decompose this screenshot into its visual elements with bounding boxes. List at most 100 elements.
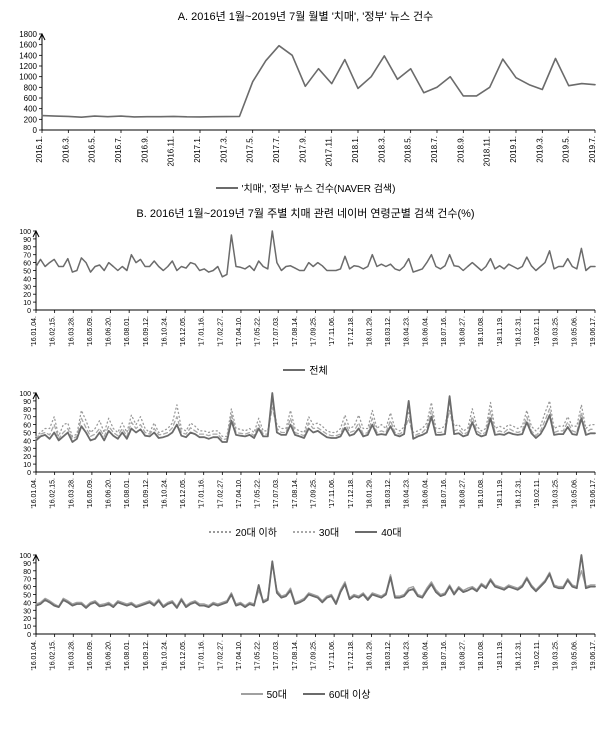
svg-text:60: 60 [23,423,31,430]
svg-text:'16.05.09.: '16.05.09. [87,316,94,347]
svg-text:'19.02.11.: '19.02.11. [534,640,541,670]
svg-text:30: 30 [23,284,31,291]
legend-label: 50대 [267,686,287,701]
svg-text:70: 70 [23,577,31,584]
svg-text:'17.11.06.: '17.11.06. [329,316,336,346]
svg-text:100: 100 [19,391,31,398]
panel-b3: 0102030405060708090100'16.01.04.'16.02.1… [8,549,603,701]
svg-text:'18.03.12.: '18.03.12. [385,640,392,671]
panel-a-legend: '치매', '정부' 뉴스 건수(NAVER 검색) [8,180,603,195]
svg-text:'16.10.24.: '16.10.24. [161,478,168,509]
svg-text:1200: 1200 [19,62,37,71]
svg-text:'17.12.18.: '17.12.18. [348,640,355,671]
svg-text:'18.10.08.: '18.10.08. [478,640,485,671]
svg-text:'17.09.25.: '17.09.25. [311,478,318,509]
legend-swatch [216,187,238,189]
svg-text:'17.02.27.: '17.02.27. [217,316,224,347]
svg-text:'16.12.05.: '16.12.05. [180,640,187,671]
svg-text:'16.03.28.: '16.03.28. [68,316,75,347]
svg-text:'17.04.10.: '17.04.10. [236,316,243,347]
svg-text:'19.02.11.: '19.02.11. [534,316,541,346]
svg-text:400: 400 [24,105,38,114]
svg-text:'19.05.06.: '19.05.06. [571,640,578,671]
svg-text:'18.12.31.: '18.12.31. [515,478,522,509]
svg-text:30: 30 [23,446,31,453]
svg-text:0: 0 [33,126,38,135]
svg-text:90: 90 [23,399,31,406]
svg-text:2019.7.: 2019.7. [588,136,597,163]
svg-text:'17.12.18.: '17.12.18. [348,316,355,347]
svg-text:'18.06.04.: '18.06.04. [422,640,429,671]
svg-text:'17.01.16.: '17.01.16. [199,478,206,509]
svg-text:'18.06.04.: '18.06.04. [422,478,429,509]
svg-text:'18.10.08.: '18.10.08. [478,478,485,509]
legend-item: 60대 이상 [303,686,371,701]
svg-text:2017.11.: 2017.11. [325,136,334,167]
svg-text:10: 10 [23,624,31,631]
svg-text:60: 60 [23,261,31,268]
svg-text:'17.09.25.: '17.09.25. [311,316,318,347]
svg-text:60: 60 [23,585,31,592]
svg-text:'16.05.09.: '16.05.09. [87,478,94,509]
svg-text:2019.5.: 2019.5. [562,136,571,163]
svg-text:'18.07.16.: '18.07.16. [441,478,448,509]
svg-text:0: 0 [27,308,31,315]
svg-text:2018.9.: 2018.9. [456,136,465,163]
svg-text:200: 200 [24,115,38,124]
svg-text:'16.09.12.: '16.09.12. [143,478,150,509]
svg-text:2017.7.: 2017.7. [272,136,281,163]
svg-text:'17.07.03.: '17.07.03. [273,478,280,509]
svg-text:20: 20 [23,616,31,623]
svg-text:0: 0 [27,470,31,477]
legend-label: 20대 이하 [235,524,277,539]
svg-text:'17.02.27.: '17.02.27. [217,478,224,509]
svg-text:'16.02.15.: '16.02.15. [50,316,57,347]
svg-text:'19.06.17.: '19.06.17. [590,640,597,671]
svg-text:80: 80 [23,569,31,576]
svg-text:2016.3.: 2016.3. [61,136,70,163]
svg-text:20: 20 [23,292,31,299]
svg-text:'18.07.16.: '18.07.16. [441,640,448,671]
svg-text:'18.08.27.: '18.08.27. [460,478,467,509]
svg-text:'18.10.08.: '18.10.08. [478,316,485,347]
svg-text:'18.04.23.: '18.04.23. [404,478,411,509]
svg-text:'18.03.12.: '18.03.12. [385,316,392,347]
svg-text:2016.7.: 2016.7. [114,136,123,163]
svg-text:'18.08.27.: '18.08.27. [460,316,467,347]
legend-label: 40대 [381,524,401,539]
svg-text:'19.06.17.: '19.06.17. [590,478,597,509]
svg-text:40: 40 [23,438,31,445]
svg-text:'17.08.14.: '17.08.14. [292,640,299,671]
svg-text:'16.03.28.: '16.03.28. [68,478,75,509]
svg-text:1000: 1000 [19,73,37,82]
svg-text:2016.1.: 2016.1. [35,136,44,163]
svg-text:'16.06.20.: '16.06.20. [106,316,113,347]
svg-text:'18.08.27.: '18.08.27. [460,640,467,671]
svg-text:'18.07.16.: '18.07.16. [441,316,448,347]
svg-text:70: 70 [23,253,31,260]
legend-item: 30대 [293,524,339,539]
svg-text:'16.09.12.: '16.09.12. [143,640,150,671]
svg-text:'17.07.03.: '17.07.03. [273,316,280,347]
legend-label: 전체 [309,362,327,377]
legend-swatch [355,531,377,533]
svg-text:'18.06.04.: '18.06.04. [422,316,429,347]
svg-text:90: 90 [23,237,31,244]
svg-text:'16.09.12.: '16.09.12. [143,316,150,347]
panel-b1-legend: 전체 [8,362,603,377]
svg-text:2018.7.: 2018.7. [430,136,439,163]
svg-text:'19.03.25.: '19.03.25. [553,478,560,509]
panel-b3-legend: 50대 60대 이상 [8,686,603,701]
legend-swatch [209,531,231,533]
svg-text:'16.03.28.: '16.03.28. [68,640,75,671]
svg-text:2017.1.: 2017.1. [193,136,202,163]
svg-text:100: 100 [19,553,31,560]
svg-text:1400: 1400 [19,51,37,60]
svg-text:'16.01.04.: '16.01.04. [31,316,38,347]
svg-text:2016.5.: 2016.5. [88,136,97,163]
svg-text:10: 10 [23,462,31,469]
svg-text:'17.11.06.: '17.11.06. [329,640,336,670]
svg-text:'18.01.29.: '18.01.29. [366,640,373,671]
svg-text:'16.05.09.: '16.05.09. [87,640,94,671]
svg-text:'16.06.20.: '16.06.20. [106,640,113,671]
